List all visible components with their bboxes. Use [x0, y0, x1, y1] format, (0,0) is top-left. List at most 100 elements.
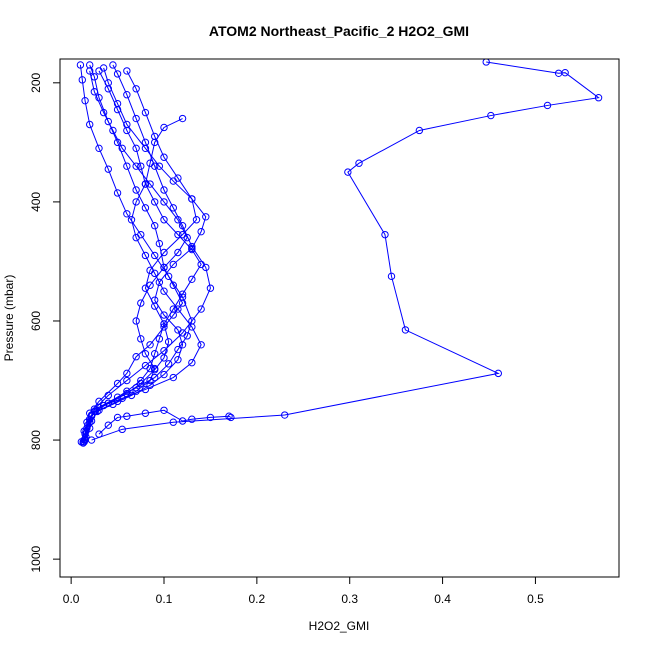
data-point — [86, 120, 94, 129]
data-point — [141, 409, 150, 417]
data-point — [81, 96, 89, 105]
data-point — [95, 94, 103, 102]
data-point — [151, 296, 159, 304]
data-point — [146, 281, 154, 289]
data-point — [401, 326, 410, 334]
data-point — [160, 216, 168, 224]
data-point — [415, 126, 424, 135]
data-point — [188, 275, 196, 283]
data-point — [160, 198, 168, 206]
data-point — [178, 341, 187, 349]
data-point — [554, 69, 563, 77]
data-point — [146, 341, 154, 349]
data-point — [113, 105, 122, 114]
data-point — [109, 400, 117, 409]
data-point — [151, 138, 159, 147]
data-point — [155, 162, 164, 170]
x-tick-label: 0.4 — [434, 592, 451, 606]
data-point — [155, 239, 164, 248]
data-point — [123, 369, 131, 378]
data-point — [160, 123, 168, 132]
data-point — [188, 415, 196, 423]
series-line — [82, 70, 198, 444]
data-point — [183, 233, 191, 242]
data-point — [482, 59, 490, 66]
y-tick-label: 400 — [29, 192, 43, 212]
y-tick-label: 1000 — [29, 545, 43, 572]
series-line — [91, 61, 600, 441]
data-point — [95, 144, 103, 153]
x-tick-label: 0.2 — [249, 592, 266, 606]
data-point — [123, 210, 131, 218]
data-point — [174, 326, 182, 334]
x-tick-label: 0.3 — [341, 592, 358, 606]
data-point — [169, 177, 177, 185]
data-point — [87, 436, 96, 444]
data-point — [174, 355, 182, 364]
data-point — [169, 281, 177, 289]
data-point — [160, 263, 168, 272]
data-point — [76, 61, 85, 69]
data-point — [160, 320, 168, 328]
data-point — [197, 260, 205, 269]
data-point — [543, 101, 552, 110]
data-point — [113, 189, 122, 197]
data-point — [86, 67, 94, 75]
series-7 — [82, 64, 210, 441]
data-point — [183, 332, 191, 340]
data-point — [151, 198, 159, 206]
data-point — [123, 376, 131, 385]
data-point — [164, 338, 173, 346]
data-point — [487, 111, 495, 120]
x-axis-label: H2O2_GMI — [309, 619, 370, 633]
data-point — [104, 399, 112, 407]
data-point — [178, 290, 187, 298]
data-point — [132, 317, 140, 325]
series-line — [83, 64, 211, 442]
data-point — [151, 364, 159, 373]
data-point — [146, 364, 154, 373]
x-tick-label: 0.1 — [156, 592, 173, 606]
data-point — [132, 114, 140, 123]
data-point — [141, 108, 150, 117]
data-point — [197, 341, 205, 349]
data-point — [188, 358, 196, 367]
data-point — [155, 335, 164, 343]
series-9 — [87, 59, 603, 444]
data-point — [132, 353, 140, 361]
data-point — [113, 413, 122, 422]
data-point — [90, 88, 99, 96]
data-point — [169, 260, 177, 269]
data-point — [77, 438, 86, 446]
data-point — [225, 412, 233, 420]
data-point — [192, 216, 201, 224]
series-line — [85, 67, 207, 438]
data-point — [123, 412, 131, 420]
data-point — [151, 269, 159, 278]
plot-area — [76, 59, 603, 447]
data-point — [137, 162, 145, 170]
data-point — [132, 162, 140, 170]
data-point — [174, 216, 182, 224]
data-point — [141, 180, 150, 188]
data-point — [104, 85, 112, 93]
data-point — [146, 159, 154, 167]
series-line — [98, 409, 232, 435]
data-point — [160, 287, 168, 295]
data-point — [169, 418, 177, 426]
series-line — [82, 64, 184, 442]
data-point — [344, 168, 352, 176]
data-point — [160, 311, 168, 319]
y-tick-label: 600 — [29, 311, 43, 331]
data-point — [594, 94, 603, 102]
data-point — [79, 439, 87, 447]
data-point — [164, 360, 173, 368]
data-point — [160, 347, 168, 355]
x-tick-label: 0.0 — [63, 592, 80, 606]
data-point — [132, 144, 140, 153]
series-10 — [77, 67, 205, 446]
y-axis: 200 400 600 800 1000 — [29, 72, 61, 572]
data-point — [155, 278, 164, 286]
